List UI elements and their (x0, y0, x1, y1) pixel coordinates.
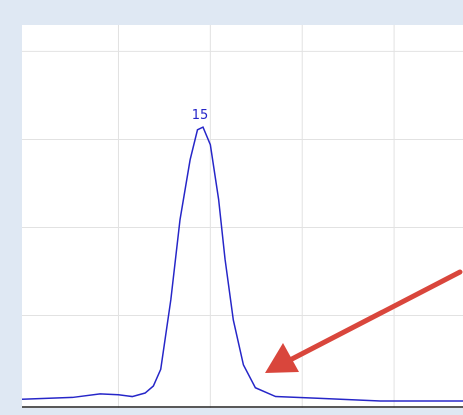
peak-label: 15 (192, 108, 209, 123)
arrow-head (265, 343, 299, 373)
plot-area (22, 25, 463, 408)
arrow-shaft (287, 269, 463, 363)
data-line (21, 126, 463, 402)
